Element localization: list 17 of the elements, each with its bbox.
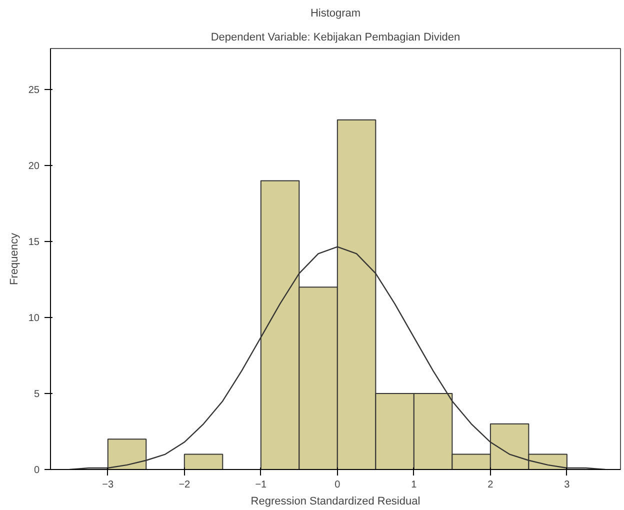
chart-title: Histogram — [310, 8, 361, 20]
y-tick-label: 15 — [28, 237, 40, 248]
x-tick-label: 3 — [564, 480, 570, 490]
x-axis-title: Regression Standardized Residual — [250, 496, 420, 508]
y-tick-label: 20 — [28, 161, 40, 172]
y-tick-label: 0 — [34, 465, 40, 476]
x-tick-label: −2 — [178, 480, 191, 490]
y-tick-label: 10 — [28, 313, 40, 324]
chart-subtitle: Dependent Variable: Kebijakan Pembagian Dividen — [210, 32, 460, 44]
x-tick-label: −1 — [255, 480, 268, 490]
x-tick-label: 2 — [488, 480, 494, 490]
y-axis-title: Frequency — [8, 232, 20, 285]
y-tick-label: 25 — [28, 85, 40, 96]
x-tick-label: 1 — [411, 480, 418, 490]
x-tick-label: −3 — [102, 480, 114, 490]
x-tick-label: 0 — [334, 480, 341, 490]
y-tick-label: 5 — [34, 389, 40, 400]
